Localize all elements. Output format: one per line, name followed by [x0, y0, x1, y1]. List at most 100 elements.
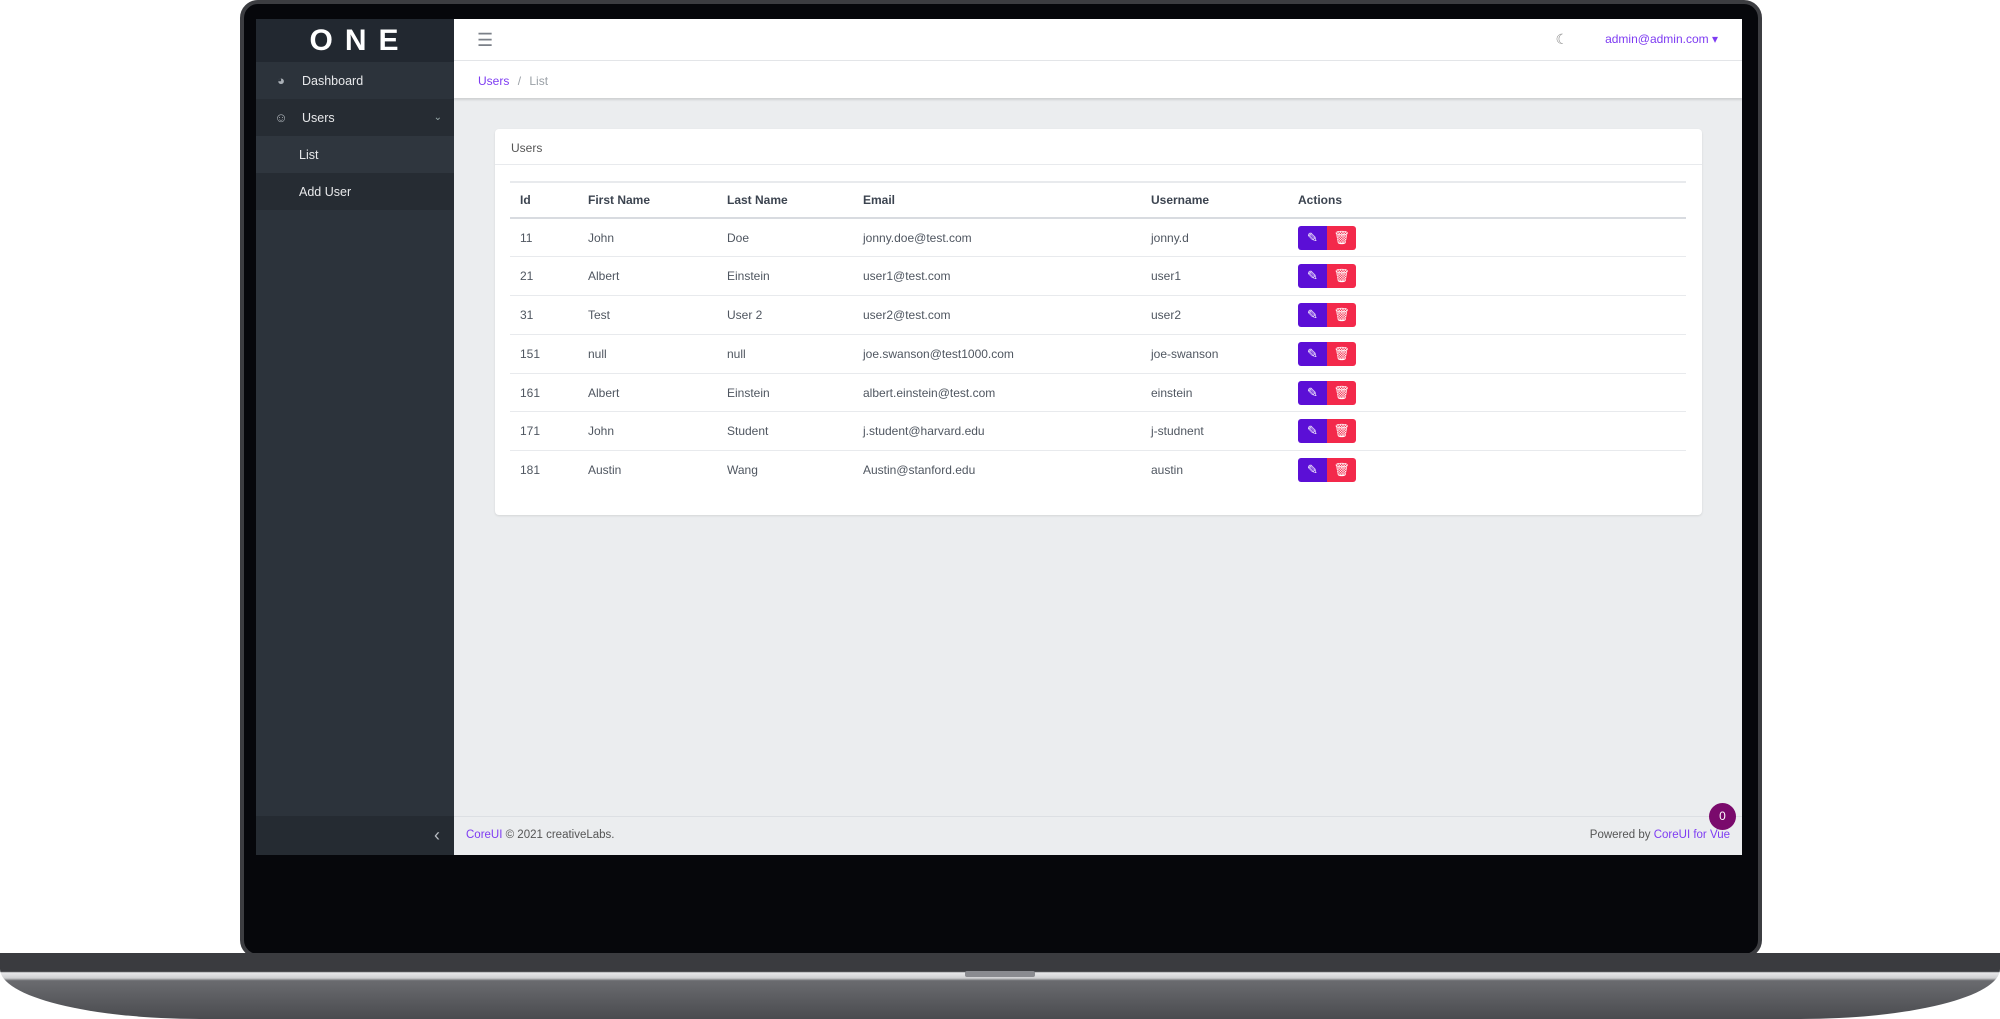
column-header: Id: [510, 181, 578, 219]
trash-icon: 🗑: [1333, 384, 1350, 400]
cell-id: 31: [510, 295, 578, 335]
user-icon: ☺: [274, 110, 288, 125]
hamburger-icon[interactable]: ☰: [477, 30, 494, 50]
edit-icon: ✎: [1307, 384, 1318, 400]
user-dropdown[interactable]: admin@admin.com ▾: [1605, 32, 1718, 46]
cell-actions: ✎ 🗑: [1288, 451, 1686, 490]
notification-bubble[interactable]: 0: [1709, 803, 1736, 830]
cell-email: joe.swanson@test1000.com: [853, 334, 1141, 374]
delete-button[interactable]: 🗑: [1327, 380, 1356, 405]
sidebar-item-label: Users: [302, 110, 335, 125]
edit-button[interactable]: ✎: [1298, 458, 1327, 483]
cell-last-name: Wang: [727, 463, 758, 478]
delete-button[interactable]: 🗑: [1327, 264, 1356, 289]
cell-last-name: Einstein: [717, 373, 853, 413]
action-buttons: ✎ 🗑: [1298, 264, 1356, 289]
cell-id: 11: [510, 218, 578, 258]
laptop-base: [0, 953, 2000, 1019]
cell-first-name: Albert: [578, 373, 717, 413]
delete-button[interactable]: 🗑: [1327, 302, 1356, 327]
brand-logo: ONE: [256, 19, 454, 62]
cell-actions: ✎ 🗑: [1288, 256, 1686, 297]
cell-email: j.student@harvard.edu: [853, 411, 1141, 452]
cell-username: einstein: [1141, 373, 1288, 413]
edit-icon: ✎: [1307, 229, 1318, 245]
breadcrumb-users-link[interactable]: Users: [478, 74, 510, 88]
user-email: admin@admin.com: [1605, 32, 1709, 46]
copyright-text: © 2021 creativeLabs.: [505, 829, 615, 841]
cell-username: user2: [1141, 295, 1288, 335]
cell-actions: ✎ 🗑: [1288, 411, 1686, 452]
breadcrumb-current: List: [529, 74, 549, 88]
header: ☰ ☾ admin@admin.com ▾: [454, 19, 1742, 61]
column-header: Email: [853, 181, 1141, 219]
cell-email: jonny.doe@test.com: [853, 218, 1141, 258]
cell-first-name: Albert: [578, 256, 717, 297]
cell-username: user1: [1141, 256, 1288, 297]
cell-username: jonny.d: [1141, 218, 1288, 258]
edit-button[interactable]: ✎: [1298, 264, 1327, 289]
table-row: 31 Test User 2 user2@test.com user2 ✎ 🗑: [510, 295, 1686, 335]
speedometer-icon: ◕: [277, 73, 285, 88]
cell-first-name: John: [578, 411, 717, 452]
cell-last-name: User 2: [717, 295, 853, 335]
edit-button[interactable]: ✎: [1298, 419, 1327, 444]
column-header: Actions: [1288, 181, 1686, 219]
cell-id: 21: [510, 256, 578, 297]
sidebar-item-users[interactable]: ☺ Users ⌄: [256, 99, 454, 136]
edit-icon: ✎: [1307, 345, 1318, 361]
cell-first-name: Austin: [588, 463, 622, 478]
powered-by-text: Powered by: [1589, 829, 1651, 841]
sidebar: ONE ◕ Dashboard ☺ Users ⌄ List Add User ‹: [256, 19, 454, 855]
coreui-vue-link[interactable]: CoreUI for Vue: [1653, 829, 1730, 841]
edit-button[interactable]: ✎: [1298, 225, 1327, 250]
edit-button[interactable]: ✎: [1298, 380, 1327, 405]
sidebar-item-list[interactable]: List: [256, 136, 454, 173]
cell-email: user1@test.com: [853, 256, 1141, 297]
screen: ONE ◕ Dashboard ☺ Users ⌄ List Add User ‹ ☰…: [256, 19, 1742, 855]
sidebar-item-dashboard[interactable]: ◕ Dashboard: [256, 62, 454, 99]
sidebar-item-label: Dashboard: [302, 73, 364, 88]
table-row: 171 John Student j.student@harvard.edu j-stu…: [510, 411, 1686, 452]
breadcrumb: Users / List: [454, 61, 1742, 98]
cell-last-name: Student: [717, 411, 853, 452]
cell-email: albert.einstein@test.com: [853, 373, 1141, 413]
edit-button[interactable]: ✎: [1298, 341, 1327, 366]
action-buttons: ✎ 🗑: [1298, 302, 1356, 327]
cell-email: user2@test.com: [853, 295, 1141, 335]
cell-last-name: Einstein: [717, 256, 853, 297]
action-buttons: ✎ 🗑: [1298, 341, 1356, 366]
chevron-left-icon: ‹: [434, 825, 440, 845]
action-buttons: ✎ 🗑: [1298, 419, 1356, 444]
sidebar-toggle-button[interactable]: ‹: [256, 816, 454, 855]
cell-first-name: Test: [578, 295, 717, 335]
trash-icon: 🗑: [1333, 423, 1350, 439]
sidebar-item-add-user[interactable]: Add User: [256, 173, 454, 210]
moon-icon[interactable]: ☾: [1555, 31, 1568, 47]
edit-button[interactable]: ✎: [1298, 302, 1327, 327]
cell-email: Austin@stanford.edu: [863, 463, 976, 478]
footer: CoreUI © 2021 creativeLabs. Powered by C…: [454, 816, 1742, 855]
cell-username: joe-swanson: [1141, 334, 1288, 374]
delete-button[interactable]: 🗑: [1327, 419, 1356, 444]
edit-icon: ✎: [1307, 268, 1318, 284]
delete-button[interactable]: 🗑: [1327, 458, 1356, 483]
trash-icon: 🗑: [1333, 462, 1350, 478]
cell-actions: ✎ 🗑: [1288, 334, 1686, 374]
cell-actions: ✎ 🗑: [1288, 218, 1686, 258]
action-buttons: ✎ 🗑: [1298, 380, 1356, 405]
cell-id: 171: [510, 411, 578, 452]
delete-button[interactable]: 🗑: [1327, 225, 1356, 250]
edit-icon: ✎: [1307, 462, 1318, 478]
cell-username: austin: [1151, 463, 1184, 478]
trash-icon: 🗑: [1333, 229, 1350, 245]
cell-actions: ✎ 🗑: [1288, 373, 1686, 413]
cell-first-name: John: [578, 218, 717, 258]
delete-button[interactable]: 🗑: [1327, 341, 1356, 366]
action-buttons: ✎ 🗑: [1298, 458, 1356, 483]
column-header: Username: [1141, 181, 1288, 219]
cell-last-name: null: [717, 334, 853, 374]
coreui-link[interactable]: CoreUI: [466, 829, 503, 841]
cell-id: 161: [510, 373, 578, 413]
cell-id: 151: [510, 334, 578, 374]
